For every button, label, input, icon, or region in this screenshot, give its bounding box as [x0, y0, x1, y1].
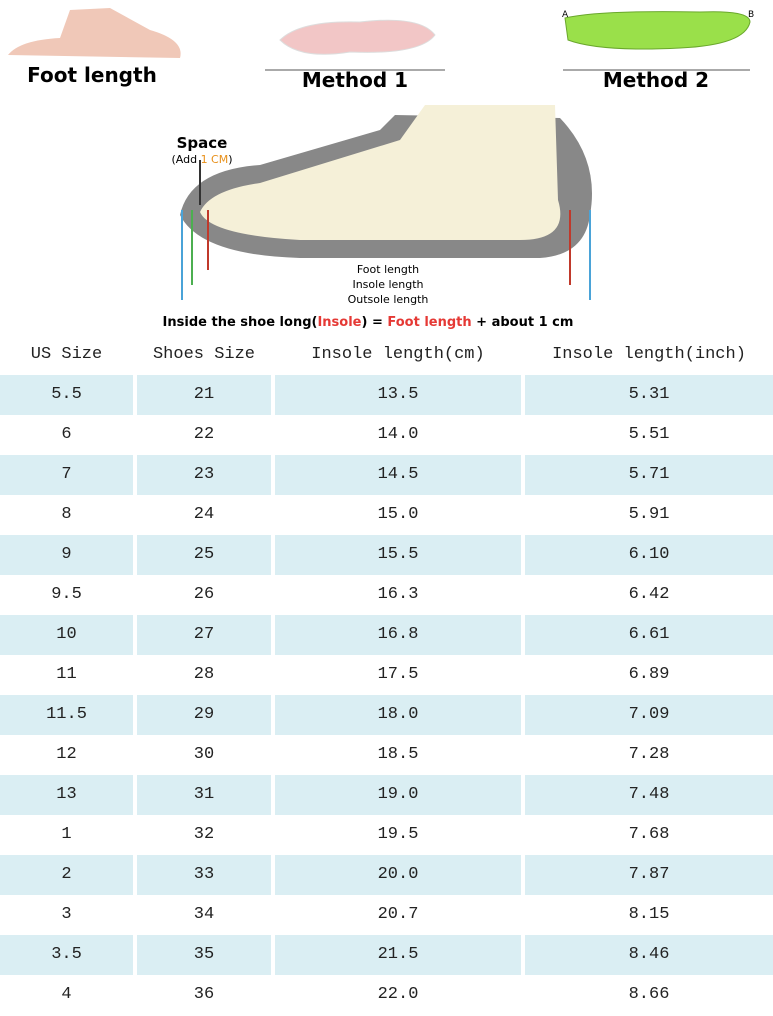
table-cell: 33 — [137, 855, 271, 895]
text: ) = — [362, 315, 388, 330]
table-cell: 3.5 — [0, 935, 133, 975]
table-cell: 11 — [56, 665, 77, 684]
text: + about 1 cm — [472, 315, 574, 330]
table-cell: 8.66 — [628, 985, 670, 1004]
table-cell: 20.7 — [377, 905, 419, 924]
table-cell: 6.61 — [525, 615, 773, 655]
table-cell: 8.46 — [525, 935, 773, 975]
table-cell: 5.31 — [525, 375, 773, 415]
table-cell: 24 — [193, 505, 215, 524]
table-cell: 11.5 — [0, 695, 133, 735]
table-cell: 5.51 — [628, 425, 670, 444]
table-cell: 19.0 — [275, 775, 521, 815]
table-cell: 6.42 — [628, 585, 670, 604]
table-cell: 12 — [56, 745, 77, 764]
table-cell: 7.09 — [525, 695, 773, 735]
header-cell: Shoes Size — [152, 345, 256, 364]
table-cell: 22.0 — [377, 985, 419, 1004]
caption: Inside the shoe long(Insole) = Foot leng… — [163, 315, 574, 330]
table-cell: 21 — [137, 375, 271, 415]
header-cell: Insole length(cm) — [311, 345, 485, 364]
label: Space — [177, 134, 228, 152]
table-cell: 5.71 — [525, 455, 773, 495]
table-cell: 4 — [61, 985, 72, 1004]
table-cell: 6.89 — [628, 665, 670, 684]
text: ) — [228, 153, 232, 166]
table-cell: 31 — [137, 775, 271, 815]
table-cell: 3 — [61, 905, 72, 924]
text: Insole — [317, 315, 361, 330]
table-cell: 19.5 — [377, 825, 419, 844]
table-cell: 26 — [193, 585, 215, 604]
table-cell: 7.48 — [525, 775, 773, 815]
foot-image — [8, 8, 181, 58]
text: Inside the shoe long( — [163, 315, 318, 330]
table-cell: 36 — [193, 985, 215, 1004]
insole — [564, 11, 751, 50]
header-cell: Insole length(inch) — [552, 345, 746, 364]
label: A — [562, 10, 569, 20]
table-cell: 8.15 — [628, 905, 670, 924]
table-cell: 7 — [0, 455, 133, 495]
footprint — [279, 19, 436, 55]
label: Foot length — [357, 263, 419, 276]
table-cell: 15.0 — [377, 505, 419, 524]
table-cell: 6.10 — [525, 535, 773, 575]
table-cell: 5.91 — [628, 505, 670, 524]
table-cell: 23 — [137, 455, 271, 495]
table-cell: 29 — [137, 695, 271, 735]
label: Outsole length — [348, 293, 429, 306]
table-cell: 2 — [0, 855, 133, 895]
label: Method 2 — [603, 68, 709, 92]
table-cell: 30 — [193, 745, 215, 764]
label: Foot length — [27, 63, 157, 87]
table-cell: 28 — [193, 665, 215, 684]
table-cell: 18.5 — [377, 745, 419, 764]
table-cell: 21.5 — [275, 935, 521, 975]
table-cell: 6 — [61, 425, 72, 444]
table-cell: 13 — [0, 775, 133, 815]
table-cell: 15.5 — [275, 535, 521, 575]
table-cell: 27 — [137, 615, 271, 655]
table-cell: 34 — [193, 905, 215, 924]
illustrations: Foot length Method 1 A B Method 2 Space … — [8, 8, 754, 330]
table-cell: 16.8 — [275, 615, 521, 655]
table-cell: 7.87 — [525, 855, 773, 895]
table-cell: 9 — [0, 535, 133, 575]
table-cell: 1 — [61, 825, 72, 844]
table-cell: 35 — [137, 935, 271, 975]
table-cell: 7.28 — [628, 745, 670, 764]
table-cell: 16.3 — [377, 585, 419, 604]
table-cell: 32 — [193, 825, 215, 844]
label: (Add 1 CM) — [171, 153, 232, 166]
table-cell: 14.0 — [377, 425, 419, 444]
table-cell: 22 — [193, 425, 215, 444]
table-cell: 20.0 — [275, 855, 521, 895]
table-cell: 18.0 — [275, 695, 521, 735]
foot — [200, 105, 561, 240]
text: Foot length — [387, 315, 471, 330]
table-cell: 25 — [137, 535, 271, 575]
table-cell: 13.5 — [275, 375, 521, 415]
text: (Add — [171, 153, 200, 166]
header-cell: US Size — [30, 345, 103, 364]
table-cell: 7.68 — [628, 825, 670, 844]
table-cell: 10 — [0, 615, 133, 655]
table-cell: 9.5 — [51, 585, 82, 604]
text: 1 CM — [201, 153, 229, 166]
label: Insole length — [352, 278, 423, 291]
table-cell: 8 — [61, 505, 72, 524]
table-cell: 17.5 — [377, 665, 419, 684]
label: B — [748, 10, 754, 20]
table-cell: 14.5 — [275, 455, 521, 495]
label: Method 1 — [302, 68, 408, 92]
table-cell: 5.5 — [0, 375, 133, 415]
